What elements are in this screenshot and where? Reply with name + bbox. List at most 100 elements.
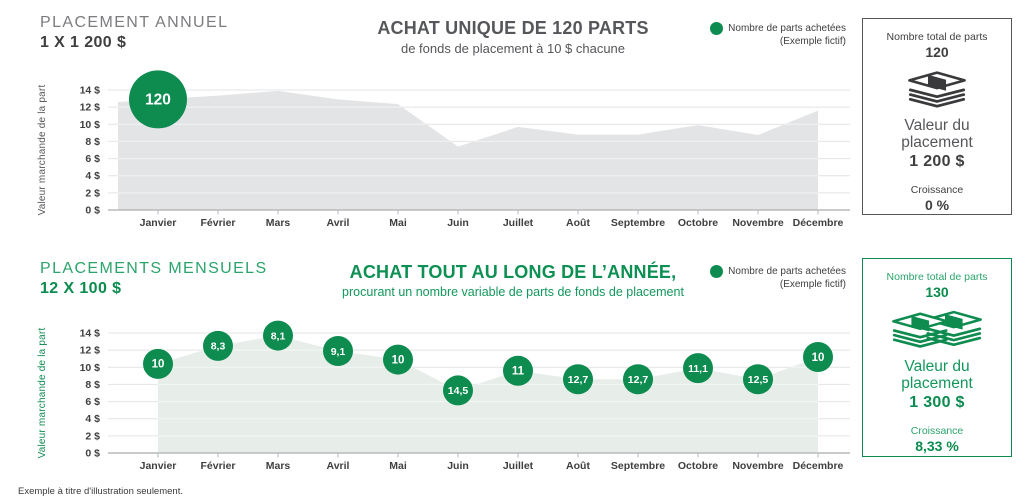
- growth-value: 8,33 %: [915, 438, 959, 455]
- x-axis-label: Mars: [266, 460, 291, 472]
- x-axis-label: Février: [200, 460, 235, 472]
- monthly-headline-sub: procurant un nombre variable de parts de…: [342, 284, 684, 299]
- x-axis-label: Mai: [389, 460, 407, 472]
- total-parts-value: 130: [925, 284, 949, 300]
- x-axis-label: Février: [200, 217, 235, 229]
- x-axis-label: Décembre: [793, 460, 844, 472]
- parts-marker-label: 11: [512, 366, 525, 378]
- x-axis-label: Novembre: [732, 460, 784, 472]
- y-axis-label: 10 $: [80, 362, 101, 374]
- x-axis-label: Juillet: [503, 217, 534, 229]
- parts-marker: [623, 364, 653, 395]
- parts-marker-label: 14,5: [448, 385, 469, 397]
- x-axis-label: Avril: [327, 460, 350, 472]
- y-axis-label: 6 $: [85, 153, 100, 165]
- annual-title: PLACEMENT ANNUEL: [40, 14, 229, 31]
- parts-marker-label: 9,1: [331, 346, 346, 358]
- parts-marker: [803, 342, 833, 372]
- y-axis-label: 12 $: [80, 102, 101, 114]
- parts-marker-label: 120: [145, 92, 171, 109]
- y-axis-label: 8 $: [85, 136, 100, 148]
- legend-dot-icon: [710, 265, 724, 278]
- x-axis-label: Décembre: [793, 217, 844, 229]
- total-parts-label: Nombre total de parts: [886, 271, 988, 283]
- parts-marker: [743, 364, 773, 395]
- x-axis-label: Avril: [327, 217, 350, 229]
- parts-marker-label: 8,1: [271, 330, 286, 342]
- monthly-price-area-chart: Janvier Février Mars Avril Mai Juin Juillet Aoû…: [37, 320, 850, 472]
- parts-marker-label: 10: [812, 352, 825, 364]
- parts-marker: [323, 336, 353, 366]
- parts-marker: [383, 344, 413, 375]
- growth-value: 0 %: [924, 197, 950, 214]
- x-axis-label: Janvier: [140, 217, 177, 229]
- annual-legend: Nombre de parts achetées (Exemple fictif…: [684, 22, 846, 48]
- annual-header: PLACEMENT ANNUEL 1 X 1 200 $: [40, 14, 228, 53]
- parts-marker-label: 10: [152, 359, 165, 371]
- y-axis-label: 2 $: [85, 187, 100, 199]
- parts-marker: [443, 375, 473, 406]
- legend-dot-icon: [710, 22, 724, 35]
- y-axis-label: 14 $: [80, 85, 101, 97]
- monthly-title: PLACEMENTS MENSUELS: [40, 260, 268, 277]
- parts-marker: [129, 70, 187, 129]
- parts-marker-label: 12,7: [568, 374, 589, 386]
- parts-marker: [683, 353, 713, 384]
- parts-marker: [503, 355, 533, 386]
- parts-marker: [143, 348, 173, 379]
- y-axis-label: 4 $: [85, 170, 100, 182]
- annual-headline: ACHAT UNIQUE DE 120 PARTS: [377, 18, 649, 38]
- x-axis-label: Janvier: [140, 460, 177, 472]
- monthly-headline: ACHAT TOUT AU LONG DE L’ANNÉE,: [349, 262, 677, 282]
- parts-marker: [203, 330, 233, 361]
- placement-value-label: Valeur du placement: [901, 358, 973, 392]
- total-parts-label: Nombre total de parts: [886, 31, 988, 43]
- x-axis-label: Mars: [266, 217, 291, 229]
- placement-value-amount: 1 200 $: [909, 153, 965, 171]
- y-axis-title: Valeur marchande de la part: [37, 85, 48, 216]
- growth-label: Croissance: [910, 425, 964, 438]
- y-axis-label: 4 $: [85, 413, 100, 425]
- legend-label: Nombre de parts achetées: [728, 266, 846, 277]
- disclaimer-note: Exemple à titre d'illustration seulement…: [18, 486, 183, 497]
- legend-note: (Exemple fictif): [779, 279, 846, 290]
- legend-note: (Exemple fictif): [779, 36, 846, 47]
- parts-marker: [563, 364, 593, 395]
- annual-price-area-chart: Janvier Février Mars Avril Mai Juin Juillet Aoû…: [37, 70, 850, 229]
- legend-label: Nombre de parts achetées: [728, 23, 846, 34]
- summary-box-mensuel: Nombre total de parts 130 Valeur du plac…: [862, 258, 1012, 457]
- y-axis-label: 2 $: [85, 430, 100, 442]
- parts-marker: [263, 320, 293, 351]
- annual-amount: 1 X 1 200 $: [40, 34, 127, 52]
- monthly-header: PLACEMENTS MENSUELS 12 X 100 $: [40, 260, 268, 299]
- monthly-headline-block: ACHAT TOUT AU LONG DE L’ANNÉE, procurant…: [333, 262, 693, 300]
- parts-marker-label: 8,3: [211, 341, 226, 353]
- x-axis-label: Mai: [389, 217, 407, 229]
- monthly-price-area: [158, 335, 818, 453]
- placement-value-label: Valeur du placement: [901, 117, 973, 151]
- money-stack-icon: [908, 71, 966, 108]
- x-axis-label: Octobre: [678, 217, 718, 229]
- x-axis-label: Juin: [447, 460, 469, 472]
- total-parts-value: 120: [925, 44, 949, 60]
- growth-label: Croissance: [910, 184, 964, 197]
- placement-value-amount: 1 300 $: [909, 394, 965, 412]
- annual-headline-block: ACHAT UNIQUE DE 120 PARTS de fonds de pl…: [333, 18, 693, 56]
- y-axis-title: Valeur marchande de la part: [37, 328, 48, 459]
- annual-price-area: [118, 90, 818, 210]
- x-axis-label: Septembre: [611, 217, 665, 229]
- double-money-stack-icon: [892, 310, 982, 348]
- y-axis-label: 8 $: [85, 379, 100, 391]
- annual-headline-sub: de fonds de placement à 10 $ chacune: [400, 40, 626, 56]
- x-axis-label: Septembre: [611, 460, 665, 472]
- y-axis-label: 12 $: [80, 345, 101, 357]
- parts-marker-label: 12,7: [628, 374, 649, 386]
- y-axis-label: 0 $: [85, 205, 100, 217]
- y-axis-label: 0 $: [85, 448, 100, 460]
- summary-box-annuel: Nombre total de parts 120 Valeur du plac…: [862, 18, 1012, 215]
- x-axis-label: Août: [566, 460, 590, 472]
- parts-marker-label: 10: [392, 354, 405, 366]
- y-axis-label: 14 $: [80, 328, 101, 340]
- x-axis-label: Août: [566, 217, 590, 229]
- x-axis-label: Novembre: [732, 217, 784, 229]
